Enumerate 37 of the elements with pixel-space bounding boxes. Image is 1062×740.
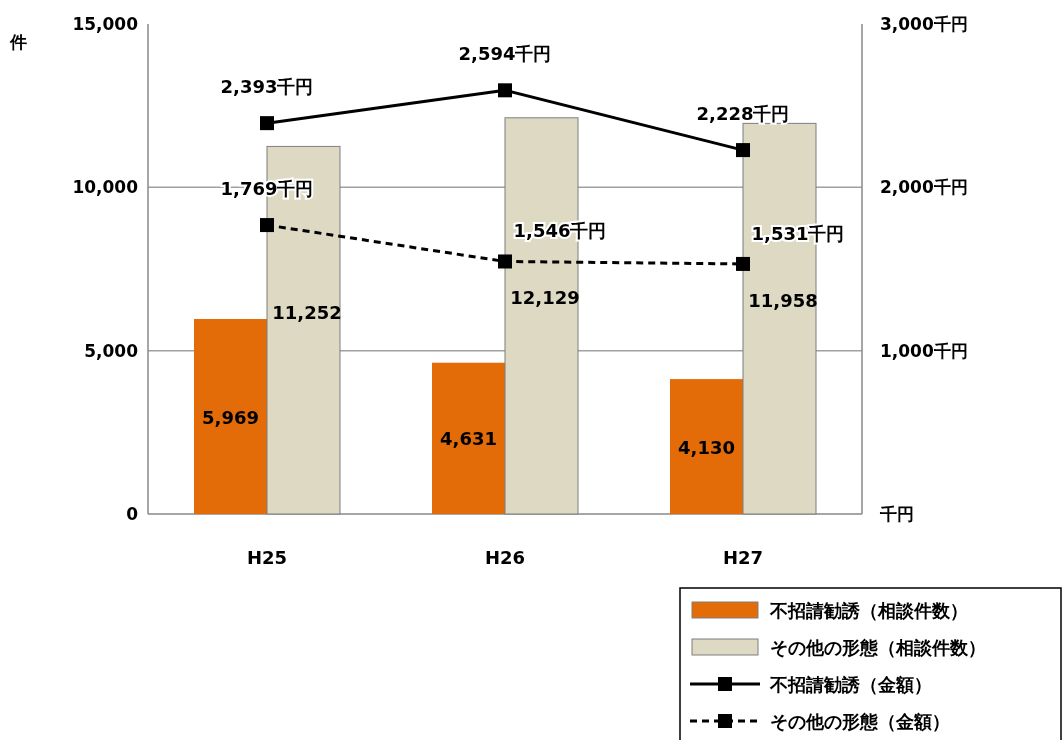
point — [498, 83, 512, 98]
data-label: 2,393千円 — [220, 76, 314, 98]
data-label: 1,531千円 — [751, 222, 845, 244]
data-label: 11,958 — [748, 289, 818, 311]
y-tick-label: 5,000 — [84, 340, 139, 361]
legend-label: その他の形態（相談件数） — [770, 637, 986, 658]
x-tick-label: H25 — [246, 547, 288, 568]
x-tick-label: H26 — [484, 547, 526, 568]
y-axis-title: 件 — [8, 32, 27, 52]
point — [260, 218, 274, 233]
y-tick-label: 0 — [126, 504, 139, 524]
data-label: 1,546千円 — [513, 220, 607, 242]
point — [260, 116, 274, 131]
point — [498, 254, 512, 269]
data-label: 2,228千円 — [696, 103, 790, 125]
y2-tick-label: 千円 — [879, 504, 914, 524]
y2-tick-label: 3,000千円 — [880, 14, 968, 34]
bar — [432, 362, 505, 514]
legend-label: 不招請勧誘（金額） — [769, 674, 932, 695]
bar — [670, 379, 743, 514]
point — [736, 143, 750, 158]
x-tick-label: H27 — [722, 547, 764, 568]
data-label: 2,594千円 — [458, 43, 552, 65]
data-label: 1,769千円 — [220, 178, 314, 200]
legend-label: 不招請勧誘（相談件数） — [769, 600, 968, 621]
data-label: 4,631 — [440, 428, 497, 450]
point — [736, 256, 750, 271]
y-tick-label: 10,000 — [72, 177, 139, 198]
y2-tick-label: 2,000千円 — [880, 177, 968, 198]
legend-label: その他の形態（金額） — [770, 711, 950, 732]
y2-tick-label: 1,000千円 — [880, 340, 968, 361]
data-label: 4,130 — [678, 436, 735, 458]
data-label: 5,969 — [202, 406, 259, 428]
y-tick-label: 15,000 — [72, 14, 139, 34]
data-label: 11,252 — [272, 302, 342, 324]
data-label: 12,129 — [510, 287, 580, 309]
bar — [194, 319, 267, 514]
